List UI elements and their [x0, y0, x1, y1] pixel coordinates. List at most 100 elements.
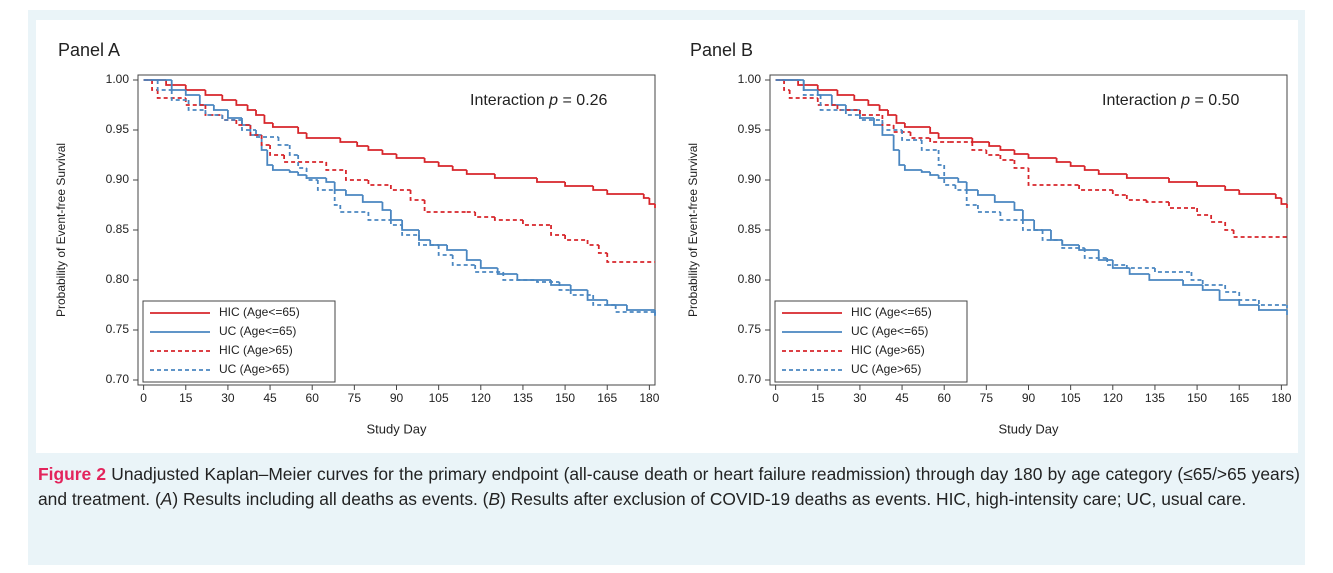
survival-step [853, 95, 869, 101]
survival-step [1050, 230, 1063, 241]
survival-step [909, 132, 931, 139]
survival-step [269, 145, 285, 156]
survival-step [898, 150, 905, 166]
x-tick-label: 15 [179, 391, 193, 405]
survival-step [642, 194, 650, 199]
annotation-part: p [548, 92, 558, 109]
survival-step [606, 190, 644, 195]
x-tick-label: 135 [513, 391, 533, 405]
y-tick-label: 0.85 [106, 222, 130, 236]
caption-text: A [160, 488, 173, 509]
survival-step [844, 110, 860, 116]
survival-step [423, 200, 467, 213]
x-tick-label: 120 [1103, 391, 1123, 405]
survival-step [859, 110, 883, 116]
legend-label: HIC (Age<=65) [851, 305, 932, 319]
y-tick-label: 0.95 [106, 122, 130, 136]
survival-step [1145, 200, 1169, 203]
y-tick-label: 0.75 [738, 322, 762, 336]
survival-step [836, 90, 855, 96]
survival-step [536, 178, 566, 183]
survival-step [859, 115, 883, 121]
survival-step [937, 150, 945, 166]
x-axis-title: Study Day [367, 421, 427, 436]
legend-label: HIC (Age<=65) [219, 305, 300, 319]
legend-box [774, 300, 968, 383]
x-tick-label: 165 [1229, 391, 1249, 405]
y-axis-title: Probability of Event-free Survival [54, 143, 68, 317]
annotation-part: Interaction [1102, 92, 1181, 109]
survival-step [367, 212, 391, 221]
survival-step [401, 225, 419, 236]
survival-step [297, 127, 307, 134]
x-tick-label: 135 [1145, 391, 1165, 405]
legend-label: HIC (Age>65) [219, 343, 293, 357]
survival-step [1021, 220, 1043, 231]
caption-text: B [488, 488, 501, 509]
annotation-part: = 0.50 [1190, 92, 1239, 109]
survival-step [895, 115, 905, 124]
survival-step [1069, 162, 1085, 167]
survival-step [1061, 240, 1085, 249]
survival-step [389, 220, 403, 226]
survival-step [170, 90, 189, 101]
survival-step [1232, 230, 1287, 238]
survival-step [249, 125, 262, 136]
survival-step [993, 195, 1015, 203]
survival-step [1201, 285, 1220, 291]
x-tick-label: 180 [639, 391, 659, 405]
y-tick-label: 0.85 [738, 222, 762, 236]
survival-step [1154, 268, 1192, 273]
survival-step [901, 130, 922, 141]
survival-step [339, 138, 358, 143]
y-tick-label: 0.95 [738, 122, 762, 136]
survival-step [1111, 190, 1127, 196]
x-tick-label: 90 [390, 391, 404, 405]
survival-step [999, 155, 1015, 161]
survival-step [606, 253, 655, 263]
survival-step [586, 290, 608, 301]
survival-step [479, 260, 498, 269]
survival-step [325, 162, 346, 171]
legend-label: HIC (Age>65) [851, 343, 925, 357]
survival-step [221, 115, 242, 121]
survival-step [929, 138, 950, 143]
survival-step [802, 80, 821, 96]
survival-step [255, 130, 279, 138]
survival-step [1168, 178, 1198, 183]
survival-step [903, 165, 922, 171]
survival-step [474, 212, 495, 218]
survival-step [977, 205, 1001, 213]
survival-step [305, 133, 341, 139]
survival-step [1218, 290, 1240, 301]
survival-step [451, 166, 467, 171]
x-tick-label: 165 [597, 391, 617, 405]
survival-step [474, 265, 504, 273]
survival-step [937, 175, 959, 179]
survival-step [418, 235, 439, 246]
survival-step [920, 140, 939, 151]
survival-step [929, 127, 939, 134]
survival-step [1013, 160, 1029, 169]
survival-step [648, 198, 655, 205]
survival-step [1190, 272, 1203, 281]
survival-step [1196, 182, 1226, 187]
survival-step [903, 123, 931, 128]
survival-step [227, 110, 242, 119]
survival-step [892, 125, 911, 133]
survival-step [988, 142, 1001, 147]
survival-step [1125, 195, 1147, 201]
survival-step [1224, 285, 1240, 293]
x-axis-title: Study Day [999, 421, 1059, 436]
survival-step [536, 280, 560, 283]
survival-step [1078, 245, 1099, 251]
survival-step [816, 98, 838, 106]
survival-step [626, 305, 655, 311]
x-tick-label: 150 [1187, 391, 1207, 405]
survival-step [156, 90, 186, 99]
y-tick-label: 0.70 [106, 372, 130, 386]
y-tick-label: 0.90 [106, 172, 130, 186]
x-tick-label: 90 [1022, 391, 1036, 405]
survival-step [954, 185, 967, 191]
chart-background [36, 20, 1298, 453]
